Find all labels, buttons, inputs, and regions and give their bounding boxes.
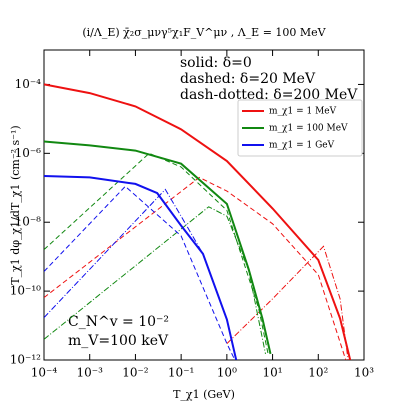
- y-tick-label: 10⁻⁸: [15, 215, 42, 229]
- x-tick-label: 10¹: [263, 366, 283, 380]
- y-tick-label: 10⁻⁶: [15, 146, 42, 160]
- line: [226, 245, 349, 360]
- legend-label: m_χ1 = 1 GeV: [269, 141, 335, 151]
- line: [44, 185, 236, 360]
- x-tick-label: 10⁻²: [122, 366, 149, 380]
- annotation: dash-dotted: δ=200 MeV: [180, 87, 358, 103]
- y-tick-label: 10⁻¹²: [10, 353, 41, 367]
- plot-frame: [43, 49, 365, 361]
- line: [44, 206, 266, 354]
- x-tick-label: 10²: [308, 366, 328, 380]
- annotation: m_V=100 keV: [68, 333, 169, 349]
- x-tick-label: 10⁻¹: [168, 366, 194, 380]
- legend-label: m_χ1 = 100 MeV: [269, 124, 348, 134]
- y-tick-label: 10⁻⁴: [15, 77, 42, 91]
- x-tick-label: 10⁰: [217, 366, 237, 380]
- x-axis-label: T_χ1 (GeV): [173, 388, 235, 401]
- line: [44, 152, 269, 355]
- annotation: dashed: δ=20 MeV: [180, 71, 316, 87]
- line: [44, 176, 347, 360]
- y-tick-label: 10⁻¹⁰: [10, 284, 41, 298]
- annotation: C_N^v = 10⁻²: [68, 314, 169, 330]
- legend-label: m_χ1 = 1 MeV: [269, 107, 337, 117]
- y-axis-label: T_χ1 dφ_χ1/dT_χ1 (cm⁻² s⁻¹): [9, 125, 22, 284]
- x-tick-label: 10⁻⁴: [31, 366, 58, 380]
- x-tick-label: 10⁻³: [77, 366, 104, 380]
- line: [44, 83, 352, 360]
- annotation: solid: δ=0: [180, 55, 252, 71]
- chart-title: (i/Λ_E) χ̄₂σ_μνγ⁵χ₁F_V^μν , Λ_E = 100 Me…: [82, 26, 326, 39]
- legend-box: [237, 99, 363, 157]
- x-tick-label: 10³: [354, 366, 374, 380]
- line: [44, 140, 272, 355]
